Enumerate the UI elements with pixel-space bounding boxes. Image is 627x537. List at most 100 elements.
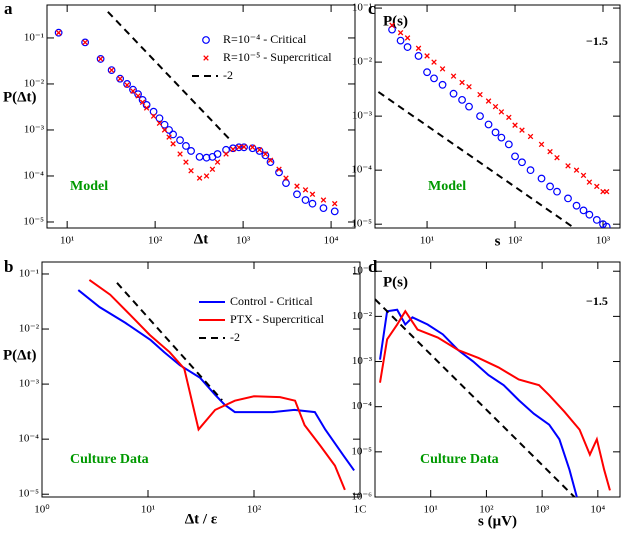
data-point — [511, 152, 519, 161]
x-tick-label: 10⁴ — [590, 504, 605, 516]
data-point — [177, 151, 183, 157]
data-point — [319, 204, 328, 213]
data-point — [466, 83, 472, 90]
data-point — [54, 28, 63, 37]
dataset-annotation: Culture Data — [70, 452, 149, 467]
data-point — [283, 175, 289, 181]
legend-label: Control - Critical — [230, 294, 313, 308]
data-point — [55, 29, 62, 36]
plot-area — [77, 279, 355, 491]
data-point — [138, 96, 147, 104]
y-tick-label: 10⁻⁵ — [351, 218, 372, 230]
data-point — [592, 216, 601, 224]
data-point — [116, 74, 125, 83]
data-point — [603, 188, 610, 195]
data-point — [331, 200, 338, 207]
data-point — [129, 85, 137, 94]
y-tick-label: 10⁻⁴ — [351, 400, 372, 412]
data-point — [538, 141, 545, 148]
y-tick-label: 10⁻⁴ — [18, 433, 39, 445]
data-point — [492, 103, 499, 110]
legend-marker — [202, 36, 210, 44]
data-point — [439, 66, 446, 72]
data-line — [379, 309, 611, 491]
data-point — [261, 151, 270, 160]
data-point — [97, 56, 104, 62]
data-point — [564, 194, 572, 203]
data-point — [477, 91, 483, 98]
data-point — [143, 105, 150, 111]
y-tick-label: 10⁻³ — [24, 123, 45, 135]
x-tick-label: 10³ — [596, 235, 611, 247]
data-point — [301, 196, 310, 204]
data-point — [155, 114, 164, 123]
x-axis-label: Δt / ε — [185, 511, 218, 527]
legend-label: R=10⁻⁴ - Critical — [223, 32, 307, 46]
data-point — [320, 197, 327, 203]
data-point — [188, 167, 194, 174]
data-point — [262, 151, 269, 157]
data-point — [267, 157, 274, 163]
data-point — [156, 120, 163, 126]
y-tick-label: 10⁻¹ — [19, 268, 39, 280]
data-point — [450, 73, 457, 79]
data-point — [309, 191, 316, 198]
data-point — [223, 151, 229, 157]
x-tick-label: 10² — [479, 504, 494, 516]
data-point — [248, 144, 257, 153]
data-point — [282, 179, 290, 188]
y-tick-label: 10⁻³ — [19, 378, 40, 390]
data-point — [431, 59, 437, 65]
data-point — [130, 88, 136, 94]
y-tick-label: 10⁻⁶ — [351, 491, 372, 503]
data-point — [276, 166, 282, 173]
data-point — [512, 122, 518, 128]
data-point — [484, 120, 493, 129]
slope-annotation: −1.5 — [586, 294, 608, 308]
plot-frame — [374, 4, 621, 229]
data-point — [519, 127, 525, 133]
data-point — [424, 53, 430, 59]
x-tick-label: 10⁴ — [324, 235, 339, 247]
y-axis-label: P(Δt) — [3, 89, 37, 105]
data-point — [586, 179, 593, 185]
data-point — [249, 144, 256, 151]
data-point — [161, 127, 168, 133]
dataset-annotation: Model — [70, 179, 108, 194]
data-point — [96, 55, 105, 63]
dataset-annotation: Culture Data — [420, 452, 499, 467]
y-tick-label: 10⁻² — [19, 323, 40, 335]
data-point — [149, 107, 158, 116]
y-tick-label: 10⁻⁵ — [23, 216, 44, 228]
x-tick-label: 10³ — [535, 504, 550, 516]
data-point — [165, 126, 173, 134]
y-axis-label: P(s) — [383, 13, 408, 29]
data-point — [195, 152, 204, 161]
data-point — [169, 130, 177, 139]
y-tick-label: 10⁻⁴ — [351, 164, 372, 176]
x-tick-label: 10³ — [236, 235, 251, 247]
data-point — [527, 133, 534, 140]
x-tick-label: 1C — [354, 504, 367, 516]
data-point — [580, 172, 587, 179]
data-point — [414, 52, 423, 60]
x-tick-label: 10¹ — [424, 504, 438, 516]
data-point — [230, 146, 236, 153]
y-tick-label: 10⁻² — [24, 77, 45, 89]
x-tick-label: 10¹ — [420, 235, 434, 247]
data-point — [573, 167, 580, 173]
y-tick-label: 10⁻⁵ — [351, 445, 372, 457]
panel-letter: c — [368, 0, 376, 18]
data-point — [81, 38, 90, 47]
data-point — [240, 143, 248, 152]
data-point — [182, 142, 190, 150]
legend-label: R=10⁻⁵ - Supercritical — [223, 50, 332, 64]
data-point — [498, 109, 505, 115]
data-point — [117, 75, 123, 82]
data-point — [449, 89, 458, 98]
data-point — [302, 187, 309, 193]
y-tick-label: 10⁻² — [352, 56, 373, 68]
data-point — [203, 173, 210, 179]
data-point — [415, 45, 422, 52]
